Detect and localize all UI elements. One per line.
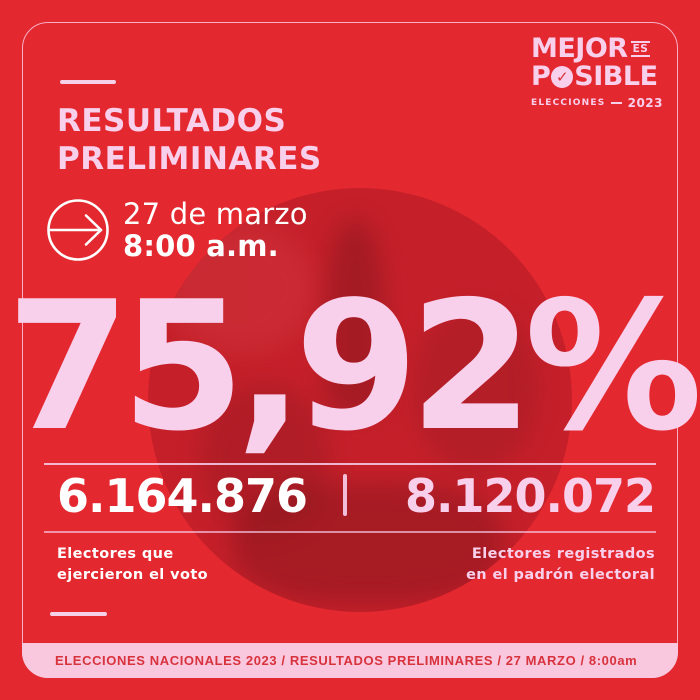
voters-count-label: Electores que ejercieron el voto xyxy=(57,544,208,586)
turnout-percentage: 75,92% xyxy=(6,263,700,470)
logo-line-2: P ✓ SIBLE xyxy=(531,63,663,91)
counters-row: 6.164.876 8.120.072 xyxy=(57,469,656,523)
photo-silhouette xyxy=(200,383,330,533)
mejor-es-posible-logo: MEJOR ES P ✓ SIBLE ELECCIONES 2023 xyxy=(531,33,663,110)
logo-word-es: ES xyxy=(630,41,651,57)
bottom-accent-dash xyxy=(50,612,107,616)
logo-word-posible-start: P xyxy=(531,61,551,92)
registered-count-label: Electores registrados en el padrón elect… xyxy=(466,544,655,586)
photo-silhouette xyxy=(413,303,538,473)
time-text: 8:00 a.m. xyxy=(123,228,279,263)
photo-silhouette xyxy=(326,220,384,415)
footer-ribbon: ELECCIONES NACIONALES 2023 / RESULTADOS … xyxy=(22,643,678,678)
counter-labels-row: Electores que ejercieron el voto Elector… xyxy=(57,544,655,586)
separator-line-top xyxy=(44,463,656,465)
top-accent-dash xyxy=(60,80,116,84)
logo-elecciones-label: ELECCIONES xyxy=(531,98,606,108)
page-title-line-2: PRELIMINARES xyxy=(57,141,322,177)
check-glyph: ✓ xyxy=(556,68,569,86)
date-time-text: 27 de marzo 8:00 a.m. xyxy=(123,196,308,263)
logo-subline: ELECCIONES 2023 xyxy=(531,96,663,110)
checkmark-circle-icon: ✓ xyxy=(551,66,574,88)
logo-word-mejor: MEJOR xyxy=(531,33,628,64)
background-photo-circle xyxy=(148,188,572,612)
voters-count-value: 6.164.876 xyxy=(57,469,308,523)
registered-label-line-1: Electores registrados xyxy=(471,546,655,562)
logo-line-1: MEJOR ES xyxy=(531,33,663,64)
separator-line-bottom xyxy=(44,531,656,533)
logo-rule-line xyxy=(611,102,622,104)
arrow-right-circle-icon xyxy=(47,199,109,261)
logo-year-label: 2023 xyxy=(627,96,663,110)
date-text: 27 de marzo xyxy=(123,196,308,231)
logo-word-posible-end: SIBLE xyxy=(574,61,658,92)
counters-divider xyxy=(343,474,347,516)
page-title-line-1: RESULTADOS xyxy=(57,103,287,139)
page-title: RESULTADOS PRELIMINARES xyxy=(57,102,322,178)
date-time-block: 27 de marzo 8:00 a.m. xyxy=(45,197,308,263)
photo-highlight xyxy=(166,223,316,353)
photo-silhouette xyxy=(233,483,503,603)
voters-label-line-2: ejercieron el voto xyxy=(57,567,209,583)
footer-ribbon-text: ELECCIONES NACIONALES 2023 / RESULTADOS … xyxy=(55,653,638,668)
registered-count-value: 8.120.072 xyxy=(405,469,656,523)
registered-label-line-2: en el padrón electoral xyxy=(466,567,655,583)
voters-label-line-1: Electores que xyxy=(57,546,174,562)
